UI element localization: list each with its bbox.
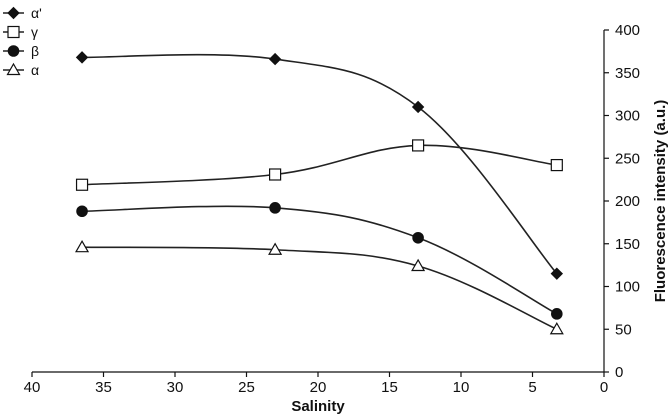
data-point-s2-p4 [550, 158, 563, 172]
legend-marker-1 [7, 6, 20, 20]
data-point-s1-p1 [75, 51, 89, 64]
y-tick-label-7: 300 [615, 108, 640, 125]
y-axis-title: Fluorescence intensity (a.u.) [652, 100, 669, 303]
x-tick-label-7: 10 [453, 379, 470, 396]
legend: α' γβα [3, 5, 42, 78]
legend-label-4: α [31, 62, 39, 78]
data-point-s3-p1 [76, 205, 88, 218]
x-tick-label-4: 25 [238, 379, 255, 396]
data-point-s2-p1 [75, 178, 89, 191]
data-point-s1-p2 [268, 52, 282, 66]
legend-label-2: γ [31, 24, 38, 40]
y-tick-label-8: 350 [615, 65, 640, 82]
legend-label-3: β [31, 43, 39, 59]
x-tick-label-9: 0 [600, 379, 608, 396]
data-point-s2-p3 [412, 139, 425, 152]
data-point-s4-p1 [75, 239, 90, 253]
data-point-s1-p3 [411, 100, 425, 114]
data-point-s3-p2 [269, 202, 281, 214]
y-tick-label-3: 100 [615, 279, 640, 296]
y-tick-label-2: 50 [615, 321, 632, 338]
x-tick-label-1: 40 [24, 379, 41, 396]
y-tick-label-5: 200 [615, 193, 640, 210]
data-point-s3-p4 [551, 308, 563, 320]
data-point-s2-p2 [269, 168, 282, 181]
data-point-s3-p3 [412, 231, 424, 244]
x-tick-label-6: 15 [381, 379, 398, 396]
series-line-2 [82, 144, 557, 186]
data-point-s4-p2 [268, 242, 283, 255]
legend-marker-3 [7, 45, 20, 57]
legend-marker-4 [6, 62, 21, 76]
y-tick-label-6: 250 [615, 150, 640, 167]
series-line-3 [82, 205, 558, 315]
x-tick-label-3: 30 [167, 379, 184, 396]
series-markers [75, 51, 564, 335]
y-tick-label-9: 400 [615, 22, 640, 39]
data-point-s1-p4 [550, 267, 564, 280]
x-tick-label-5: 20 [310, 379, 327, 396]
data-point-s4-p4 [549, 322, 564, 335]
axes: 40 35 30 25 20 15 10 5 0Salinity0501001502002503… [24, 22, 669, 415]
y-tick-label-4: 150 [615, 236, 640, 253]
series-lines [82, 53, 558, 330]
x-axis-title: Salinity [291, 398, 345, 415]
y-tick-label-1: 0 [615, 364, 623, 381]
x-tick-label-2: 35 [95, 379, 112, 396]
legend-marker-2 [7, 25, 20, 39]
x-tick-label-8: 5 [528, 379, 536, 396]
legend-label-1: α' [31, 5, 42, 21]
series-line-4 [82, 246, 558, 330]
data-point-s4-p3 [411, 258, 426, 272]
series-line-1 [82, 53, 558, 275]
